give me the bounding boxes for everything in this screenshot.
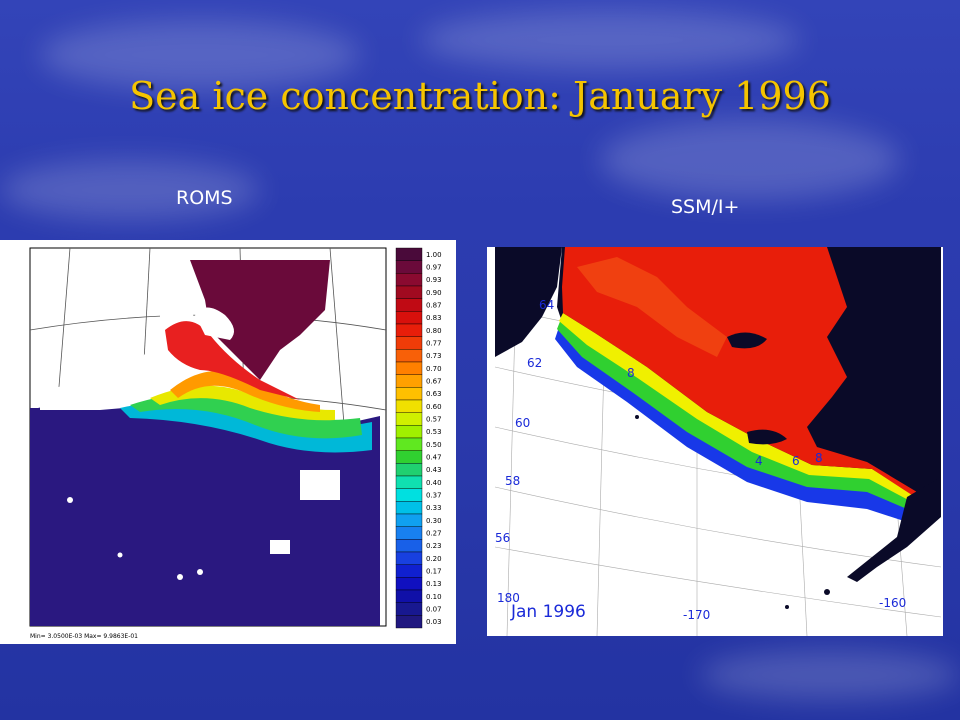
colorbar-tick-label: 0.50 xyxy=(426,441,442,449)
colorbar-swatch xyxy=(395,298,423,312)
roms-min-max: Min= 3.0500E-03 Max= 9.9863E-01 xyxy=(30,633,138,640)
colorbar-tick-label: 0.70 xyxy=(426,365,442,373)
ssmi-label: SSM/I+ xyxy=(671,196,740,218)
colorbar-swatch xyxy=(395,589,423,603)
colorbar-tick-label: 0.83 xyxy=(426,314,442,322)
colorbar-tick-label: 0.13 xyxy=(426,580,442,588)
roms-ice-edge xyxy=(120,400,372,453)
colorbar-tick-label: 0.07 xyxy=(426,606,442,614)
colorbar-swatch xyxy=(395,602,423,616)
colorbar-swatch xyxy=(395,437,423,451)
slide-title: Sea ice concentration: January 1996 xyxy=(129,74,831,118)
colorbar-swatch xyxy=(395,323,423,337)
colorbar-swatch xyxy=(395,463,423,477)
colorbar-tick-label: 0.67 xyxy=(426,378,442,386)
colorbar-swatch xyxy=(395,450,423,464)
colorbar-tick-label: 0.77 xyxy=(426,340,442,348)
colorbar-tick-label: 0.53 xyxy=(426,428,442,436)
colorbar-tick-label: 0.33 xyxy=(426,504,442,512)
colorbar-swatch xyxy=(395,285,423,299)
colorbar-tick-label: 0.60 xyxy=(426,403,442,411)
contour-label: 4 xyxy=(755,454,763,468)
lat-label-60: 60 xyxy=(515,416,530,430)
roms-open-water xyxy=(30,390,380,626)
colorbar-swatch xyxy=(395,539,423,553)
contour-label: 8 xyxy=(815,451,823,465)
colorbar-swatch xyxy=(395,260,423,274)
ssmi-map-panel: 64 62 60 58 56 180 -170 -160 8 4 6 8 Jan… xyxy=(487,246,943,637)
colorbar-tick-label: 0.03 xyxy=(426,618,442,626)
roms-pack-ice xyxy=(190,260,330,380)
roms-colorbar: 1.00 0.97 0.93 0.90 0.87 0.83 0.80 0.77 0.73 0.70… xyxy=(395,247,442,629)
colorbar-swatch xyxy=(395,349,423,363)
colorbar-tick-label: 0.73 xyxy=(426,352,442,360)
colorbar-tick-label: 1.00 xyxy=(426,251,442,259)
colorbar-swatch xyxy=(395,551,423,565)
colorbar-tick-label: 0.30 xyxy=(426,517,442,525)
colorbar-swatch xyxy=(395,399,423,413)
colorbar-tick-label: 0.40 xyxy=(426,479,442,487)
colorbar-swatch xyxy=(395,311,423,325)
colorbar-tick-label: 0.37 xyxy=(426,492,442,500)
roms-map: 1.00 0.97 0.93 0.90 0.87 0.83 0.80 0.77 0.73 0.70… xyxy=(29,247,442,640)
ssmi-map: 64 62 60 58 56 180 -170 -160 8 4 6 8 Jan… xyxy=(494,246,942,637)
colorbar-swatch xyxy=(395,361,423,375)
lat-label-56: 56 xyxy=(495,531,510,545)
lon-label-180: 180 xyxy=(497,591,520,605)
colorbar-swatch xyxy=(395,412,423,426)
colorbar-tick-label: 0.80 xyxy=(426,327,442,335)
colorbar-tick-label: 0.23 xyxy=(426,542,442,550)
colorbar-tick-label: 0.93 xyxy=(426,276,442,284)
colorbar-tick-label: 0.20 xyxy=(426,555,442,563)
lon-label-170: -170 xyxy=(683,608,710,622)
colorbar-swatch xyxy=(395,475,423,489)
colorbar-swatch xyxy=(395,425,423,439)
colorbar-tick-label: 0.63 xyxy=(426,390,442,398)
date-label: Jan 1996 xyxy=(510,602,586,622)
contour-label: 6 xyxy=(792,454,800,468)
colorbar-swatch xyxy=(395,387,423,401)
colorbar-swatch xyxy=(395,513,423,527)
ssmi-ice-edge xyxy=(555,327,907,522)
roms-map-panel: 1.00 0.97 0.93 0.90 0.87 0.83 0.80 0.77 0.73 0.70… xyxy=(0,240,456,644)
colorbar-tick-label: 0.90 xyxy=(426,289,442,297)
lat-label-58: 58 xyxy=(505,474,520,488)
roms-islands xyxy=(67,470,340,580)
colorbar-swatch xyxy=(395,577,423,591)
colorbar-swatch xyxy=(395,247,423,261)
colorbar-swatch xyxy=(395,336,423,350)
lon-label-160: -160 xyxy=(879,596,906,610)
ssmi-land-west xyxy=(495,247,562,357)
contour-label: 8 xyxy=(627,366,635,380)
colorbar-swatch xyxy=(395,564,423,578)
lat-label-62: 62 xyxy=(527,356,542,370)
colorbar-tick-label: 0.97 xyxy=(426,264,442,272)
colorbar-tick-label: 0.47 xyxy=(426,454,442,462)
colorbar-swatch xyxy=(395,374,423,388)
colorbar-swatch xyxy=(395,488,423,502)
roms-label: ROMS xyxy=(176,187,233,209)
colorbar-tick-label: 0.10 xyxy=(426,593,442,601)
colorbar-swatch xyxy=(395,615,423,629)
colorbar-tick-label: 0.17 xyxy=(426,568,442,576)
colorbar-tick-label: 0.43 xyxy=(426,466,442,474)
colorbar-swatch xyxy=(395,273,423,287)
colorbar-swatch xyxy=(395,526,423,540)
colorbar-tick-label: 0.57 xyxy=(426,416,442,424)
lat-label-64: 64 xyxy=(539,298,554,312)
colorbar-tick-label: 0.87 xyxy=(426,302,442,310)
colorbar-swatch xyxy=(395,501,423,515)
colorbar-tick-label: 0.27 xyxy=(426,530,442,538)
